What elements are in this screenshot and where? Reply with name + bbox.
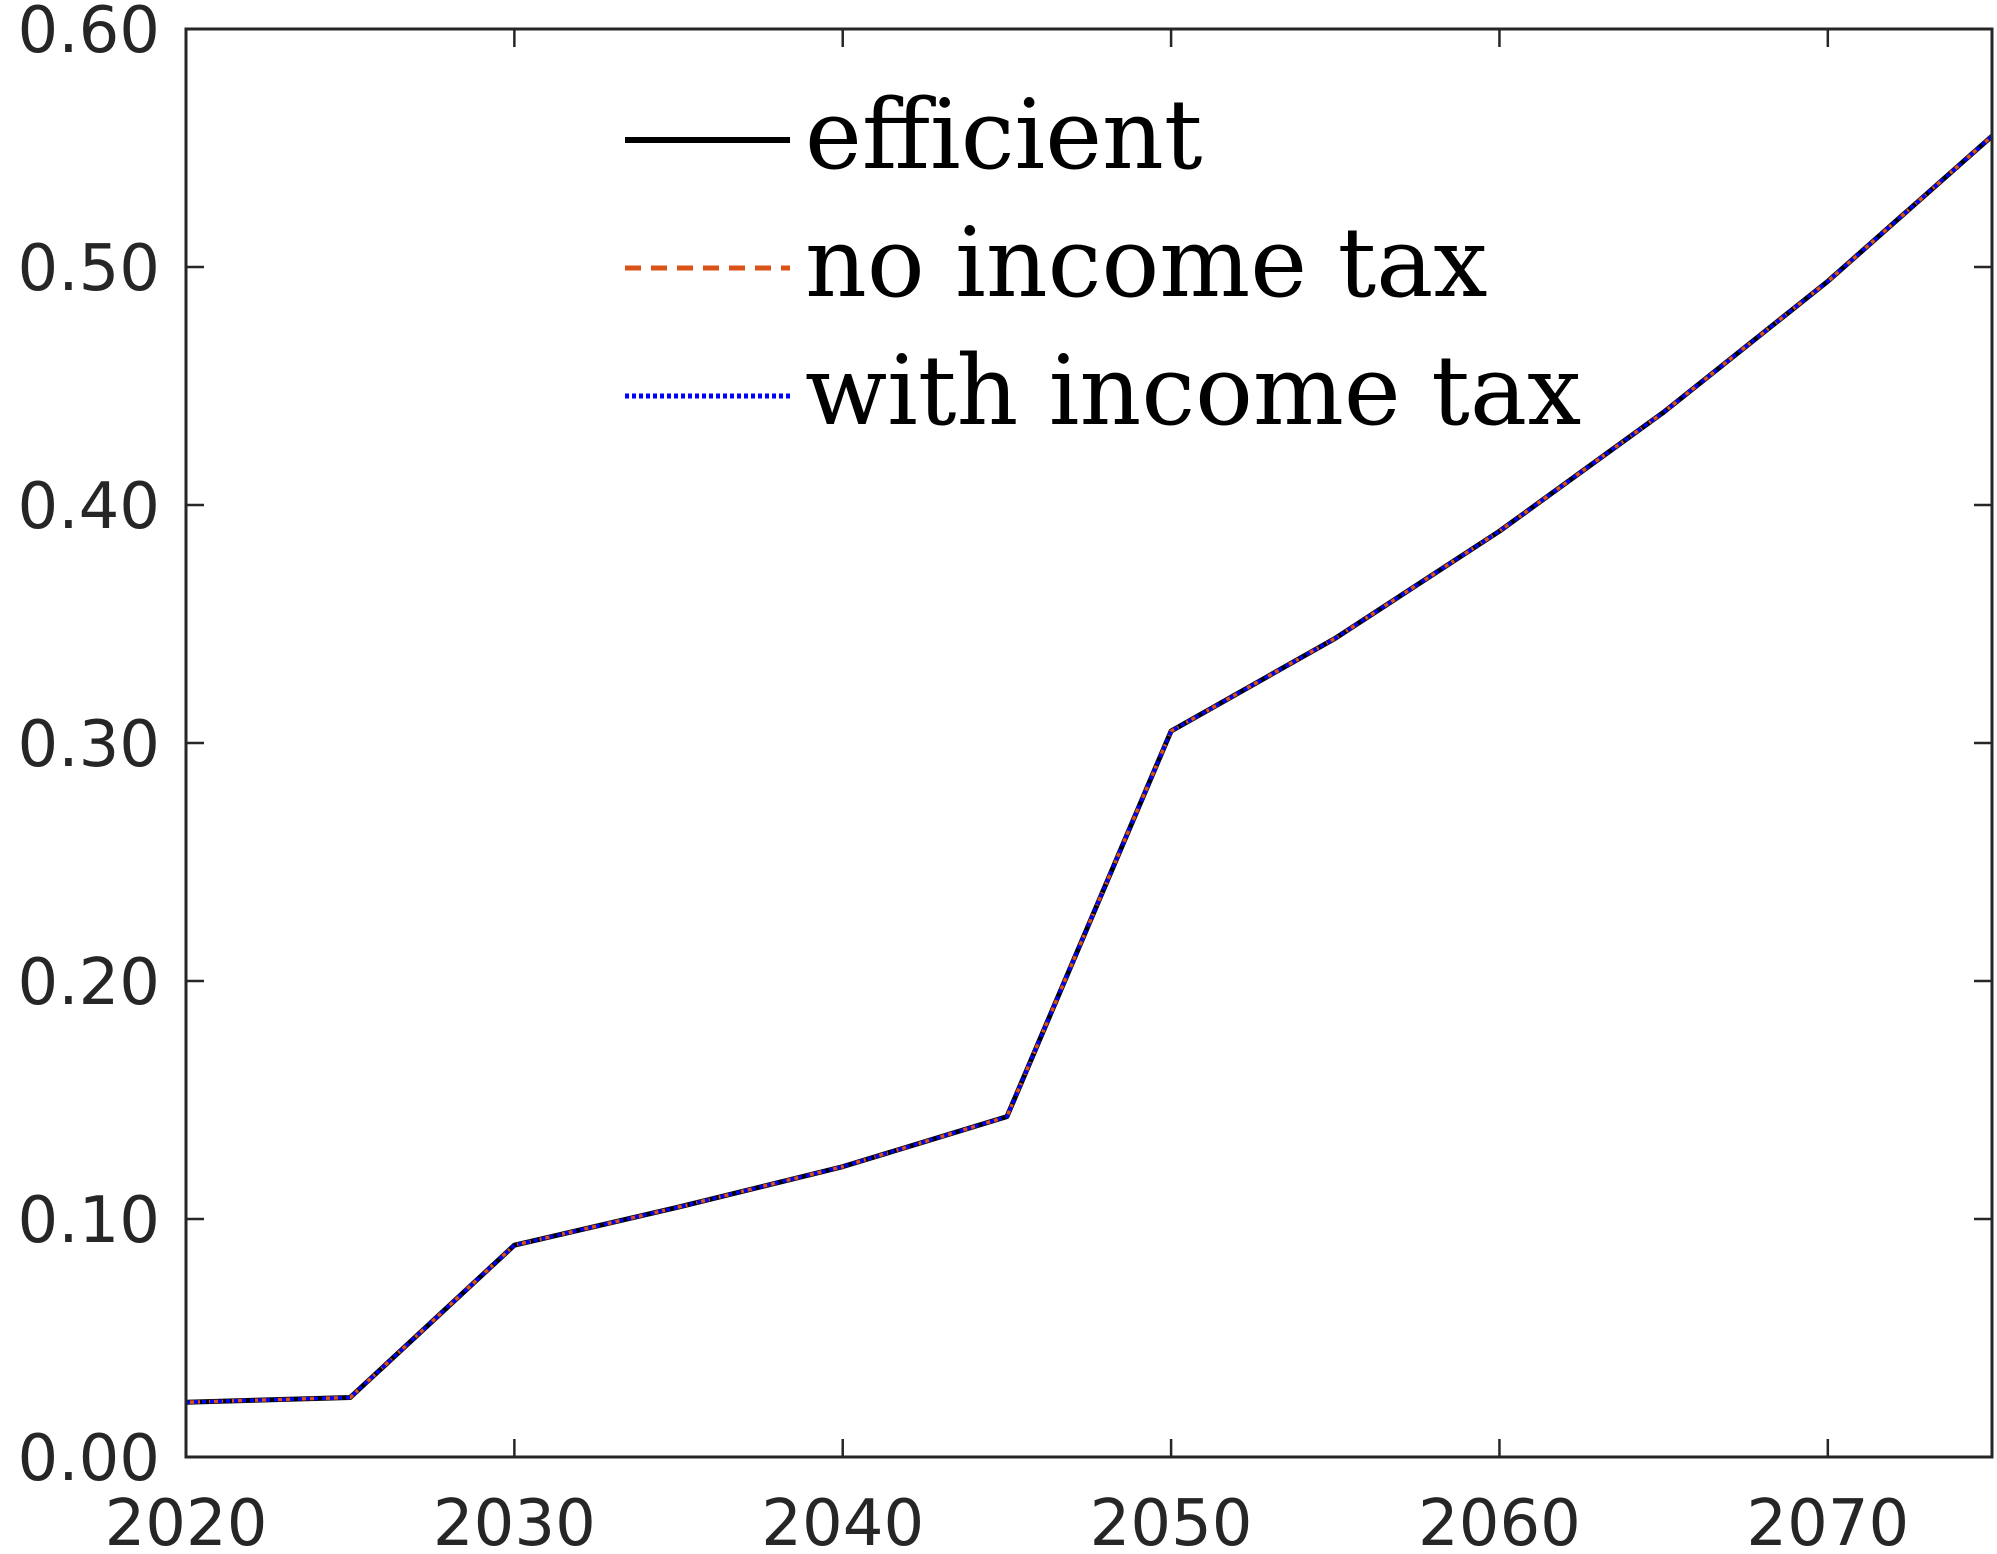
y-tick-label: 0.10 <box>18 1184 161 1258</box>
legend-label-2: no income tax <box>805 207 1488 319</box>
y-tick-label: 0.60 <box>18 0 161 68</box>
x-tick-label: 2070 <box>1746 1487 1909 1554</box>
series-layer <box>185 134 1994 1405</box>
x-tick-label: 2020 <box>105 1487 268 1554</box>
x-tick-label: 2040 <box>761 1487 924 1554</box>
plot-area-frame <box>184 27 1994 1459</box>
y-tick-label: 0.00 <box>18 1422 161 1496</box>
y-tick-label: 0.50 <box>18 232 161 306</box>
tick-layer: 2020 2030 2040 2050 2060 2070 0.00 0.10 0.20 0.30… <box>18 0 1992 1554</box>
legend-label-1: efficient <box>805 79 1202 191</box>
x-tick-label: 2050 <box>1090 1487 1253 1554</box>
legend-label-3: with income tax <box>805 335 1581 447</box>
y-tick-label: 0.20 <box>18 946 161 1020</box>
series-line-3 <box>185 134 1994 1405</box>
x-tick-label: 2030 <box>433 1487 596 1554</box>
x-tick-label: 2060 <box>1418 1487 1581 1554</box>
y-tick-label: 0.40 <box>18 470 161 544</box>
legend: efficient no income tax with income tax <box>625 79 1581 447</box>
y-tick-label: 0.30 <box>18 708 161 782</box>
